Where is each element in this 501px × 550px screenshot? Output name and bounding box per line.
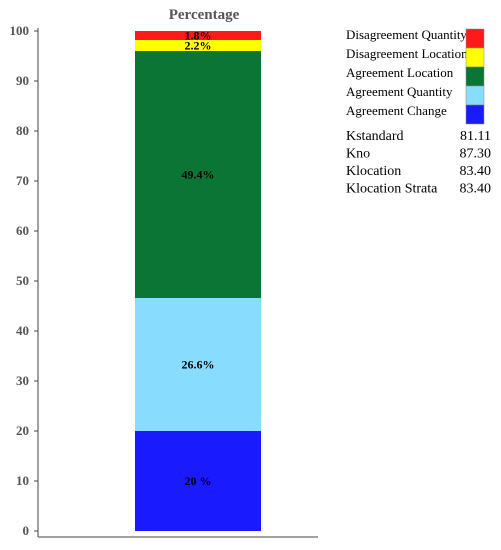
kappa-stat-name: Kstandard: [346, 129, 404, 144]
kappa-stat-name: Klocation: [346, 164, 401, 179]
y-tick-label: 60: [16, 223, 29, 238]
kappa-stats-table: Kstandard 81.11 Kno 87.30 Klocation 83.40 Kloc…: [346, 129, 491, 197]
y-tick-label: 10: [16, 473, 29, 488]
legend-label: Agreement Change: [346, 103, 447, 118]
kappa-stat-name: Klocation Strata: [346, 182, 438, 197]
bar-segment: [135, 51, 261, 298]
legend-swatch: [465, 28, 485, 49]
legend-label: Disagreement Quantity: [346, 27, 467, 42]
legend-swatch: [465, 47, 485, 68]
segment-label: 26.6%: [182, 358, 215, 372]
y-tick-label: 90: [16, 73, 29, 88]
legend-swatch: [465, 104, 485, 125]
kappa-stat-value: 83.40: [460, 182, 492, 197]
bar-segment: [135, 298, 261, 431]
stacked-bar: [135, 31, 261, 531]
y-tick-label: 50: [16, 273, 29, 288]
y-tick-label: 70: [16, 173, 29, 188]
legend-swatch: [465, 85, 485, 106]
kappa-stat-name: Kno: [346, 147, 370, 162]
y-tick-label: 0: [23, 523, 30, 538]
segment-label: 1.8%: [185, 29, 212, 43]
segment-labels: 20 % 26.6% 49.4% 2.2%1.8%: [182, 29, 215, 489]
kappa-stat-value: 87.30: [460, 147, 492, 162]
legend-label: Disagreement Location: [346, 46, 468, 61]
y-tick-label: 20: [16, 423, 29, 438]
legend-swatch: [465, 66, 485, 87]
y-tick-label: 100: [10, 23, 30, 38]
segment-label: 20 %: [185, 474, 212, 488]
bar-segment: [135, 40, 261, 51]
y-tick-label: 80: [16, 123, 29, 138]
kappa-stat-value: 83.40: [460, 164, 492, 179]
legend: Disagreement Quantity Disagreement Locati…: [346, 27, 485, 125]
y-axis-ticks: 0 10 20 30 40 50 60 70 80 90 100: [10, 23, 38, 538]
legend-label: Agreement Quantity: [346, 84, 453, 99]
legend-label: Agreement Location: [346, 65, 454, 80]
bar-segment: [135, 31, 261, 40]
y-tick-label: 40: [16, 323, 29, 338]
chart-title: Percentage: [169, 7, 240, 23]
y-tick-label: 30: [16, 373, 29, 388]
kappa-stat-value: 81.11: [460, 129, 491, 144]
bar-segment: [135, 431, 261, 531]
segment-label: 2.2%: [185, 39, 212, 53]
segment-label: 49.4%: [182, 168, 215, 182]
